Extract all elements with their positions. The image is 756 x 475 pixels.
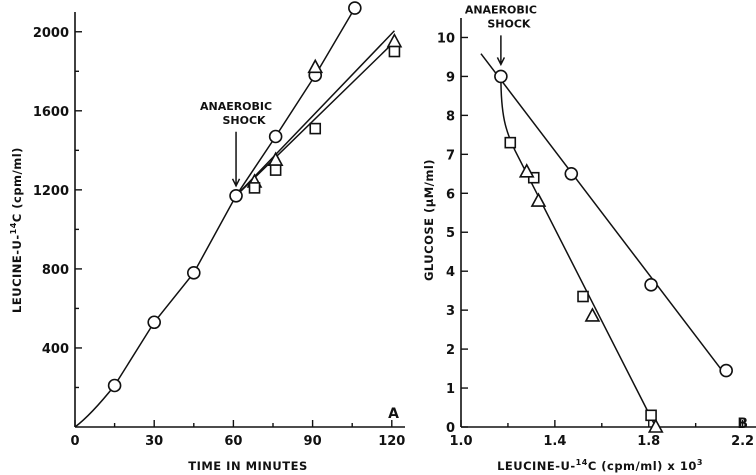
panel-a-square-marker bbox=[388, 45, 401, 58]
panel-a-x-axis-title: TIME IN MINUTES bbox=[188, 459, 308, 473]
panel-a-annotation-line-2: SHOCK bbox=[223, 114, 267, 127]
panel-a-series-square-line bbox=[235, 41, 395, 197]
panel-a-y-tick-label: 2000 bbox=[33, 26, 69, 41]
panel-b-y-tick-label: 2 bbox=[446, 343, 455, 358]
panel-b-annotation-line-2: SHOCK bbox=[487, 17, 531, 30]
panel-b-y-tick-label: 9 bbox=[446, 70, 455, 85]
panel-b-x-tick-label: 2.2 bbox=[731, 434, 754, 449]
panel-a-x-tick-label: 90 bbox=[304, 434, 322, 449]
panel-b-y-tick-label: 7 bbox=[446, 148, 455, 163]
panel-a-letter: A bbox=[388, 406, 399, 422]
panel-a-y-tick-label: 1600 bbox=[33, 105, 69, 120]
panel-b-series-square-triangle-line bbox=[500, 76, 657, 428]
panel-a-triangle-marker bbox=[307, 58, 324, 74]
panel-a-square-marker bbox=[269, 164, 282, 176]
panel-b-y-tick-label: 8 bbox=[446, 109, 455, 124]
panel-b-square-marker bbox=[577, 290, 589, 303]
panel-a-chart: A TIME IN MINUTES LEUCINE-U-14C (cpm/ml)… bbox=[9, 1, 405, 473]
panel-b-triangle-marker bbox=[584, 307, 601, 322]
panel-b-series-circle-line bbox=[480, 53, 727, 377]
panel-b-annotation-line-1: ANAEROBIC bbox=[465, 3, 537, 16]
panel-a-series-circle-line bbox=[74, 7, 356, 428]
panel-a-circle-marker bbox=[187, 266, 201, 280]
panel-a-x-tick-label: 0 bbox=[70, 434, 79, 449]
panel-b-y-tick-label: 3 bbox=[446, 304, 455, 319]
panel-b-y-tick-label: 0 bbox=[446, 421, 455, 436]
panel-b-y-tick-label: 10 bbox=[437, 31, 455, 46]
panel-b-square-marker bbox=[527, 171, 540, 184]
panel-a-circle-marker bbox=[268, 129, 283, 144]
panel-b-circle-marker bbox=[564, 167, 579, 181]
panel-a-annotation-line-1: ANAEROBIC bbox=[200, 100, 272, 113]
panel-a-square-marker bbox=[309, 122, 322, 135]
panel-b-circle-marker bbox=[494, 69, 508, 84]
panel-b-y-tick-label: 1 bbox=[446, 382, 455, 397]
panel-b-triangle-marker bbox=[530, 192, 547, 207]
panel-b-x-tick-label: 1.8 bbox=[637, 434, 660, 449]
panel-a-circle-marker bbox=[229, 188, 243, 203]
panel-b-square-marker bbox=[504, 136, 517, 149]
panel-b-triangle-marker bbox=[518, 163, 535, 178]
panel-b-triangle-marker bbox=[647, 418, 664, 433]
panel-b-square-marker bbox=[645, 409, 657, 422]
panel-b-y-axis-title: GLUCOSE (µM/ml) bbox=[422, 159, 436, 281]
panel-a-y-axis-title: LEUCINE-U-14C (cpm/ml) bbox=[9, 147, 24, 313]
panel-b-x-tick-label: 1.4 bbox=[543, 434, 566, 449]
panel-a-annotation-arrow bbox=[231, 131, 241, 188]
panel-b-circle-marker bbox=[719, 363, 733, 378]
panel-b-x-tick-label: 1.0 bbox=[449, 434, 472, 449]
panel-a-x-tick-label: 30 bbox=[145, 434, 163, 449]
panel-a-y-tick-label: 800 bbox=[42, 263, 69, 278]
panel-b-circle-marker bbox=[644, 278, 658, 292]
panel-a-y-tick-label: 1200 bbox=[33, 184, 69, 199]
panel-a-circle-marker bbox=[147, 315, 161, 330]
panel-a-square-marker bbox=[248, 182, 261, 194]
panel-a-series-triangle-line bbox=[235, 30, 395, 197]
panel-b-chart: B LEUCINE-U-14C (cpm/ml) x 103 GLUCOSE (… bbox=[422, 3, 756, 473]
panel-b-y-tick-label: 5 bbox=[446, 226, 455, 241]
panel-a-y-tick-label: 400 bbox=[42, 342, 69, 357]
panel-b-x-axis-title: LEUCINE-U-14C (cpm/ml) x 103 bbox=[497, 458, 703, 473]
panel-b-y-tick-label: 6 bbox=[446, 187, 455, 202]
panel-a-x-tick-label: 60 bbox=[224, 434, 242, 449]
panel-a-x-tick-label: 120 bbox=[378, 434, 405, 449]
panel-b-y-tick-label: 4 bbox=[446, 265, 455, 280]
panel-a-circle-marker bbox=[348, 1, 362, 15]
panel-a-circle-marker bbox=[107, 378, 122, 393]
panel-b-annotation-arrow bbox=[496, 35, 506, 67]
